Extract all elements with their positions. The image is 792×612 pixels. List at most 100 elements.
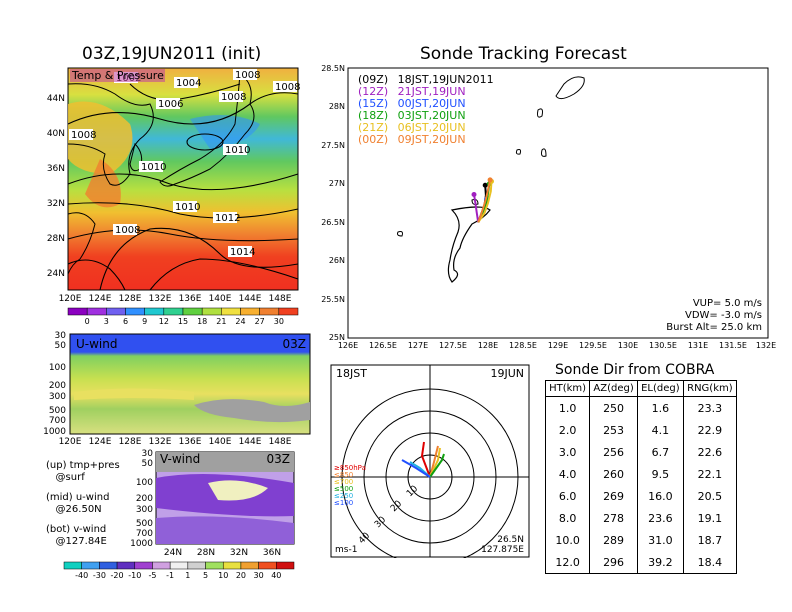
svg-text:130.5E: 130.5E [649, 341, 677, 350]
svg-text:144E: 144E [239, 294, 262, 304]
cobra-cell: 278 [589, 507, 638, 529]
cobra-header: EL(deg) [636, 380, 684, 397]
cobra-row: 12.0 296 39.2 18.4 [544, 551, 738, 574]
wind-colorbar-tick: 10 [218, 571, 228, 580]
svg-text:25.5N: 25.5N [321, 295, 345, 304]
legend-item: (18Z) 03JST,20JUN [358, 109, 466, 122]
temp-colorbar-swatch [144, 307, 165, 316]
svg-text:50: 50 [142, 459, 154, 469]
cobra-cell: 31.0 [636, 529, 684, 551]
cobra-row: 10.0 289 31.0 18.7 [544, 529, 738, 551]
sonde-track [477, 179, 492, 223]
temp-colorbar-tick: 21 [216, 317, 226, 326]
wind-colorbar-tick: -20 [111, 571, 124, 580]
wind-colorbar: -40 -30 -20 -10 -5 -1 1 5 10 20 30 40 [63, 561, 295, 580]
isobar-label: 1006 [158, 99, 183, 110]
island [515, 149, 522, 155]
polar-plot: 10 20 30 40 18JST 19JUN ≥850hPa ≤850 ≤70… [330, 364, 530, 558]
tracking-legend: (09Z) 18JST,19JUN2011 (12Z) 21JST,19JUN … [358, 73, 494, 146]
svg-text:40N: 40N [47, 129, 65, 139]
svg-text:500: 500 [49, 406, 66, 416]
svg-text:129.5E: 129.5E [579, 341, 607, 350]
v-wind-pale [208, 480, 268, 501]
temp-colorbar-tick: 12 [159, 317, 169, 326]
svg-text:100: 100 [136, 478, 153, 488]
u-wind-band [74, 388, 194, 400]
cobra-cell: 23.6 [636, 507, 684, 529]
cobra-cell: 253 [589, 419, 638, 441]
wind-colorbar-swatch [99, 561, 118, 570]
cobra-cell: 269 [589, 485, 638, 507]
svg-text:140E: 140E [209, 437, 232, 445]
svg-text:50: 50 [55, 341, 67, 351]
wind-colorbar-swatch [258, 561, 277, 570]
svg-text:28N: 28N [47, 234, 65, 244]
wind-colorbar-swatch [116, 561, 136, 570]
cobra-row: 4.0 260 9.5 22.1 [544, 463, 738, 485]
svg-text:128E: 128E [119, 294, 142, 304]
polar-lat: 26.5N [497, 535, 524, 545]
wind-colorbar-swatch [169, 561, 189, 570]
sonde-track-end [471, 192, 477, 198]
cobra-cell: 296 [589, 551, 638, 574]
svg-text:124E: 124E [89, 437, 112, 445]
svg-text:36N: 36N [47, 164, 65, 174]
polar-time: 18JST [336, 367, 367, 380]
land-warm-area [85, 159, 121, 208]
svg-text:VUP= 5.0 m/s: VUP= 5.0 m/s [693, 298, 762, 309]
svg-text:≤700: ≤700 [334, 478, 353, 486]
map-label: Temp & Pressure [71, 69, 164, 82]
cobra-cell: 289 [589, 529, 638, 551]
cobra-cell: 22.1 [682, 463, 738, 485]
sonde-track-end [482, 182, 488, 188]
island [555, 76, 585, 100]
temp-colorbar-tick: 24 [235, 317, 245, 326]
temp-colorbar-tick: 3 [104, 317, 109, 326]
svg-text:700: 700 [49, 416, 66, 426]
island [537, 108, 543, 118]
polar-date: 19JUN [490, 367, 524, 380]
cobra-header-row: HT(km) AZ(deg) EL(deg) RNG(km) [544, 380, 738, 397]
temp-colorbar-tick: 6 [123, 317, 128, 326]
svg-text:130E: 130E [618, 341, 638, 350]
u-wind-x-ticks: 120E 124E 128E 132E 136E 140E 144E 148E [59, 437, 292, 445]
cobra-cell: 6.0 [544, 485, 591, 507]
temp-colorbar-swatch [106, 307, 126, 316]
temp-colorbar-tick: 15 [178, 317, 188, 326]
temp-colorbar-tick: 0 [85, 317, 90, 326]
temp-colorbar-swatch [86, 307, 107, 316]
svg-text:VDW= -3.0 m/s: VDW= -3.0 m/s [685, 310, 762, 321]
coastline [67, 83, 154, 186]
cobra-title: Sonde Dir from COBRA [555, 362, 715, 378]
temp-colorbar-swatch [201, 307, 222, 316]
isobar-label: 1010 [141, 162, 166, 173]
temp-colorbar-tick: 30 [274, 317, 284, 326]
v-wind-time: 03Z [267, 452, 291, 466]
svg-text:30: 30 [55, 331, 67, 341]
sonde-track [477, 181, 493, 223]
cobra-header: HT(km) [544, 380, 591, 397]
map-title: 03Z,19JUN2011 (init) [82, 44, 262, 64]
svg-text:26.5N: 26.5N [321, 218, 345, 227]
svg-text:30: 30 [142, 449, 154, 459]
cold-area [190, 115, 260, 149]
svg-text:300: 300 [49, 392, 66, 402]
temp-colorbar-swatch [67, 307, 88, 316]
cobra-cell: 18.4 [682, 551, 738, 574]
svg-text:124E: 124E [89, 294, 112, 304]
wind-colorbar-tick: 40 [271, 571, 281, 580]
cobra-table: HT(km) AZ(deg) EL(deg) RNG(km) 1.0 250 1.6… [544, 380, 738, 574]
cobra-cell: 260 [589, 463, 638, 485]
isobars [67, 83, 299, 291]
tracking-frame [347, 67, 769, 339]
wind-colorbar-swatch [240, 561, 259, 570]
svg-text:127.5E: 127.5E [439, 341, 467, 350]
svg-text:32N: 32N [230, 548, 248, 558]
isobar-label: 1012 [215, 213, 240, 224]
svg-text:700: 700 [136, 529, 153, 539]
temp-colorbar-swatch [182, 307, 203, 316]
svg-text:500: 500 [136, 519, 153, 529]
svg-text:1000: 1000 [43, 427, 66, 437]
v-wind-panel: V-wind 03Z 30 50 100 200 300 500 700 100… [130, 449, 295, 558]
wind-colorbar-tick: -10 [128, 571, 141, 580]
